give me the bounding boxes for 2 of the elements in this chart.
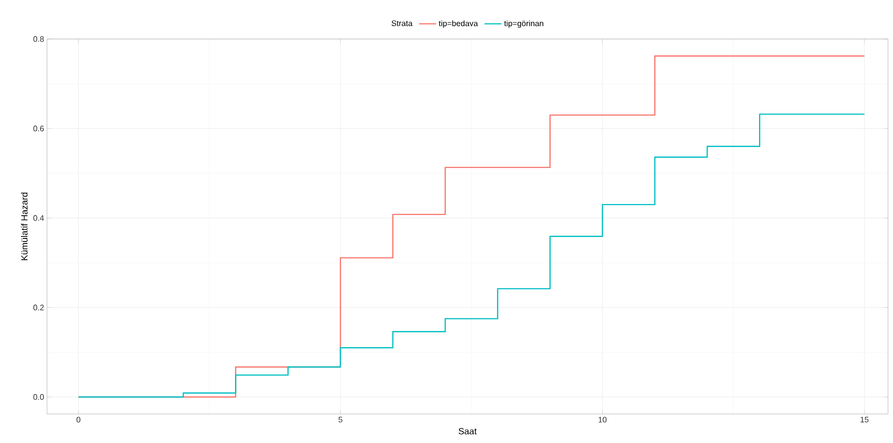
x-axis-title: Saat: [458, 428, 477, 434]
y-axis-title: Kümülatif Hazard: [20, 192, 28, 260]
